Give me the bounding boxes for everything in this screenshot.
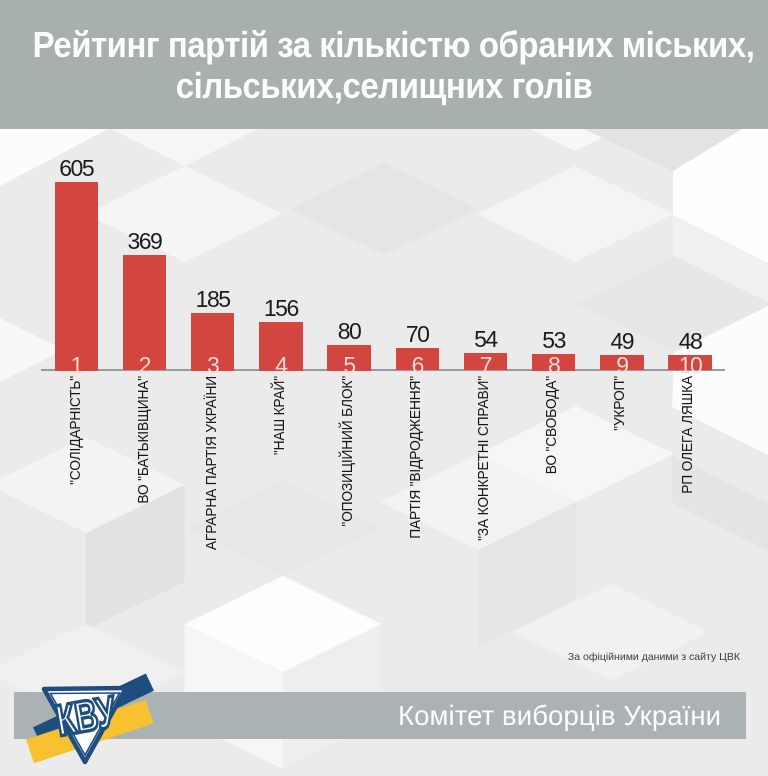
- svg-text:КВУ: КВУ: [52, 687, 121, 746]
